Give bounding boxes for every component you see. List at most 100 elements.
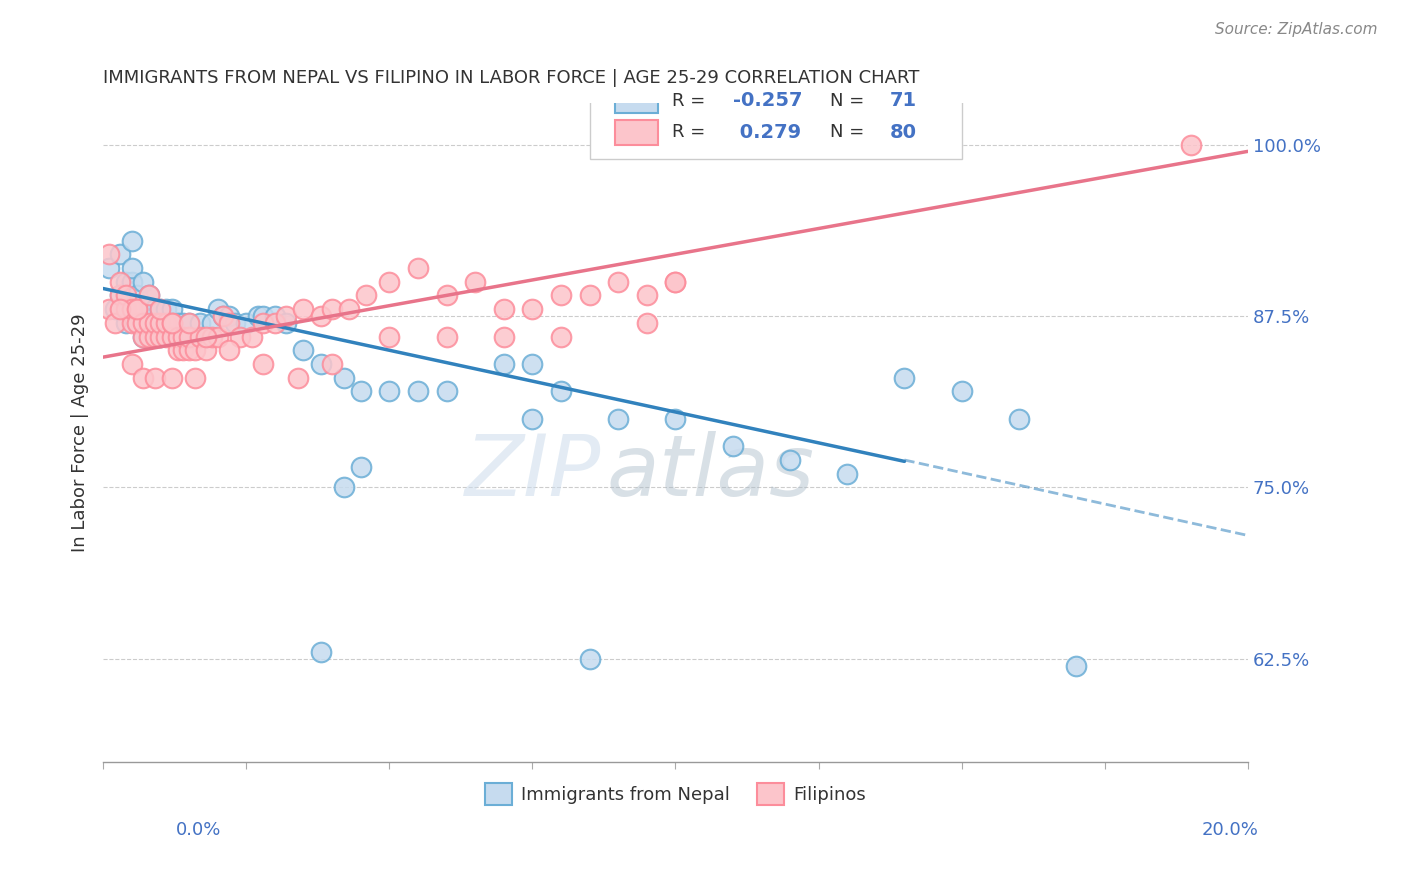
Point <box>149 329 172 343</box>
Point <box>132 302 155 317</box>
Y-axis label: In Labor Force | Age 25-29: In Labor Force | Age 25-29 <box>72 313 89 552</box>
Point <box>121 357 143 371</box>
Point <box>607 275 630 289</box>
Point <box>218 316 240 330</box>
Text: N =: N = <box>830 92 870 110</box>
Point <box>406 260 429 275</box>
Point <box>177 329 200 343</box>
Point <box>550 329 572 343</box>
Point <box>149 316 172 330</box>
Point <box>110 288 132 302</box>
Point <box>183 329 205 343</box>
Point <box>276 309 298 323</box>
Point <box>292 343 315 358</box>
Text: 80: 80 <box>890 123 917 142</box>
Point <box>522 357 544 371</box>
Point <box>177 316 200 330</box>
Point <box>578 288 600 302</box>
Point <box>143 316 166 330</box>
Point <box>212 309 235 323</box>
Point <box>121 234 143 248</box>
Point <box>240 329 263 343</box>
Point <box>97 302 120 317</box>
Point <box>378 384 401 399</box>
Point <box>578 652 600 666</box>
Point <box>155 316 177 330</box>
Point <box>190 329 212 343</box>
Point <box>160 329 183 343</box>
Point <box>115 275 138 289</box>
Point <box>350 384 373 399</box>
Point <box>195 343 218 358</box>
Point <box>252 357 274 371</box>
Point <box>121 275 143 289</box>
Point <box>406 384 429 399</box>
Point <box>138 288 160 302</box>
Point <box>166 329 188 343</box>
Text: -0.257: -0.257 <box>733 91 803 111</box>
Point <box>160 316 183 330</box>
Point <box>224 316 246 330</box>
Text: 71: 71 <box>890 91 917 111</box>
Point <box>127 302 149 317</box>
Point <box>195 329 218 343</box>
Point <box>356 288 378 302</box>
Point <box>492 357 515 371</box>
Point <box>97 247 120 261</box>
Point <box>149 316 172 330</box>
Point <box>550 384 572 399</box>
Legend: Immigrants from Nepal, Filipinos: Immigrants from Nepal, Filipinos <box>478 775 873 812</box>
Point <box>263 309 285 323</box>
Point <box>115 288 138 302</box>
FancyBboxPatch shape <box>614 88 658 113</box>
Text: IMMIGRANTS FROM NEPAL VS FILIPINO IN LABOR FORCE | AGE 25-29 CORRELATION CHART: IMMIGRANTS FROM NEPAL VS FILIPINO IN LAB… <box>103 69 920 87</box>
Text: 0.279: 0.279 <box>733 123 801 142</box>
Point <box>121 260 143 275</box>
Point <box>276 316 298 330</box>
Point <box>721 439 744 453</box>
Text: 0.0%: 0.0% <box>176 821 221 838</box>
Point <box>183 343 205 358</box>
Point <box>201 316 224 330</box>
Point <box>121 316 143 330</box>
Point <box>190 316 212 330</box>
FancyBboxPatch shape <box>589 70 962 160</box>
Point <box>607 412 630 426</box>
Point <box>207 329 229 343</box>
Point <box>287 370 309 384</box>
Point <box>160 316 183 330</box>
Point <box>246 309 269 323</box>
Point <box>160 302 183 317</box>
Point <box>160 370 183 384</box>
Point <box>195 329 218 343</box>
Point <box>166 329 188 343</box>
Text: ZIP: ZIP <box>465 431 602 514</box>
Point <box>1008 412 1031 426</box>
Point <box>132 275 155 289</box>
Point <box>350 459 373 474</box>
Point <box>177 343 200 358</box>
Point <box>263 316 285 330</box>
Text: R =: R = <box>672 92 711 110</box>
Point <box>664 412 686 426</box>
Point <box>155 329 177 343</box>
Point <box>127 302 149 317</box>
Point <box>378 329 401 343</box>
Point <box>177 329 200 343</box>
Point <box>172 329 194 343</box>
Text: atlas: atlas <box>607 431 815 514</box>
Point <box>138 288 160 302</box>
Point <box>155 302 177 317</box>
Point <box>166 343 188 358</box>
Point <box>177 316 200 330</box>
Point <box>97 260 120 275</box>
Point <box>115 316 138 330</box>
Point <box>149 302 172 317</box>
Point <box>229 329 252 343</box>
Point <box>309 357 332 371</box>
Point <box>332 480 354 494</box>
Point <box>550 288 572 302</box>
Point <box>321 302 343 317</box>
Point <box>155 316 177 330</box>
Point <box>837 467 859 481</box>
